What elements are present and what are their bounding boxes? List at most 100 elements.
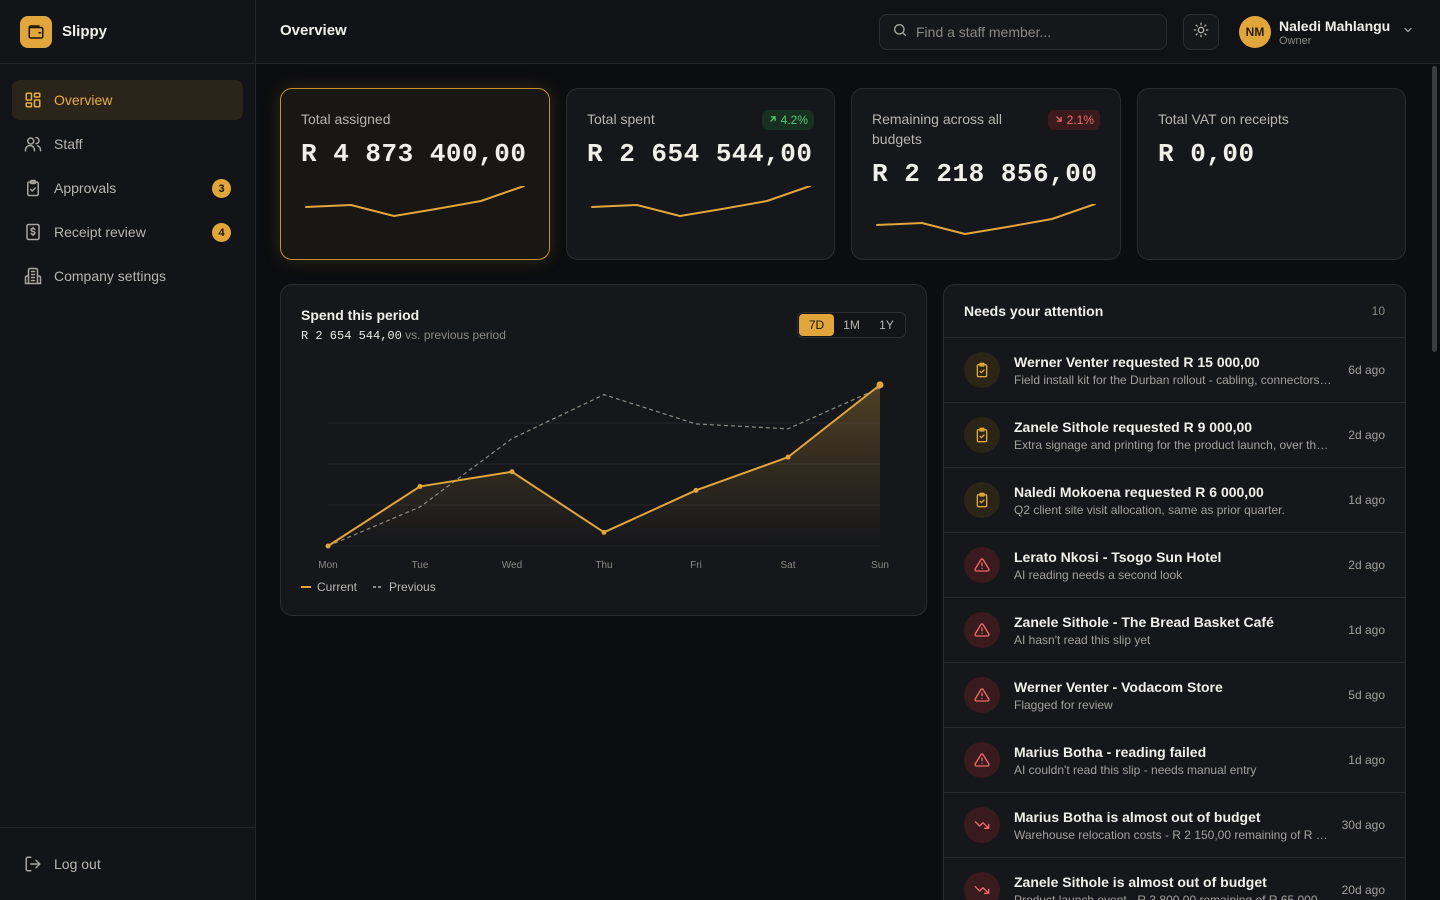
attention-item-time: 2d ago [1348,558,1385,572]
clipboard-check-icon [964,482,1000,518]
attention-item-title: Werner Venter requested R 15 000,00 [1014,353,1260,370]
theme-toggle-button[interactable] [1183,14,1219,50]
sparkline [876,204,1096,235]
sparkline [591,186,811,217]
page-title: Overview [280,22,347,39]
stat-value: R 0,00 [1158,139,1255,169]
sidebar: Slippy Overview Staff Approvals 3 Re [0,0,256,900]
stat-value: R 4 873 400,00 [301,139,527,169]
search-input[interactable] [916,24,1156,40]
wallet-icon [20,15,52,48]
stat-card-total-spent[interactable]: Total spent 4.2% R 2 654 544,00 [566,88,835,260]
sidebar-item-overview[interactable]: Overview [12,80,243,120]
alert-triangle-icon [964,612,1000,648]
trending-down-icon [964,872,1000,900]
app-name: Slippy [62,23,108,40]
logout-label: Log out [54,856,101,872]
legend-current: Current [301,580,357,594]
sidebar-item-label: Company settings [54,268,167,284]
x-tick-label: Thu [595,560,612,571]
stat-card-total-assigned[interactable]: Total assigned R 4 873 400,00 [280,88,550,260]
stat-value: R 2 654 544,00 [587,139,813,169]
data-point-tue [417,483,423,489]
stat-card-total-vat[interactable]: Total VAT on receipts R 0,00 [1137,88,1406,260]
current-series-area [328,384,880,546]
avatar: NM [1239,16,1271,48]
arrow-up-right-icon [768,113,778,127]
brand[interactable]: Slippy [0,0,255,64]
sidebar-item-approvals[interactable]: Approvals 3 [12,168,243,208]
logout-button[interactable]: Log out [12,844,244,884]
sidebar-item-receipt-review[interactable]: Receipt review 4 [12,212,243,252]
attention-panel: Needs your attention 10 Werner Venter re… [943,284,1406,900]
stat-label: Total assigned [301,111,391,127]
attention-item-title: Zanele Sithole is almost out of budget [1014,873,1267,890]
approvals-count-badge: 3 [212,179,231,198]
attention-item[interactable]: Zanele Sithole requested R 9 000,00 Extra… [944,403,1405,468]
attention-item-body: Marius Botha - reading failed AI couldn't… [1014,744,1332,777]
stat-label: Remaining across all budgets [872,111,1002,147]
sidebar-item-label: Approvals [54,180,117,196]
sidebar-item-label: Staff [54,136,83,152]
receipt-icon [24,223,42,241]
stat-card-remaining[interactable]: Remaining across all budgets 2.1% R 2 21… [851,88,1121,260]
data-point-thu [601,529,607,535]
clipboard-check-icon [964,352,1000,388]
attention-item-subtitle: Field install kit for the Durban rollout… [1014,372,1332,387]
legend-dashed-swatch [373,586,384,588]
page-scrollbar[interactable] [1432,66,1437,352]
logout-icon [24,855,42,873]
logout-section: Log out [0,827,256,900]
attention-item-body: Zanele Sithole requested R 9 000,00 Extra… [1014,419,1332,452]
attention-item[interactable]: Werner Venter - Vodacom Store Flagged for… [944,663,1405,728]
attention-item-body: Lerato Nkosi - Tsogo Sun Hotel AI reading… [1014,549,1332,582]
attention-item[interactable]: Marius Botha - reading failed AI couldn't… [944,728,1405,793]
range-tab-1m[interactable]: 1M [843,318,860,332]
x-tick-label: Sun [871,560,889,571]
period-compare: vs. previous period [405,328,506,342]
attention-item[interactable]: Zanele Sithole is almost out of budget Pr… [944,858,1405,900]
legend-previous: Previous [373,580,436,594]
attention-item-subtitle: AI couldn't read this slip - needs manua… [1014,762,1257,777]
attention-item-title: Werner Venter - Vodacom Store [1014,678,1223,695]
sidebar-item-label: Overview [54,92,113,108]
attention-item-body: Naledi Mokoena requested R 6 000,00 Q2 cl… [1014,484,1332,517]
staff-search[interactable] [879,14,1167,50]
sidebar-item-label: Receipt review [54,224,146,240]
attention-item[interactable]: Werner Venter requested R 15 000,00 Field… [944,338,1405,403]
sidebar-item-company-settings[interactable]: Company settings [12,256,243,296]
data-point-wed [509,469,515,475]
range-tab-1y[interactable]: 1Y [879,318,894,332]
attention-item-subtitle: Flagged for review [1014,697,1113,712]
x-tick-label: Sat [780,560,795,571]
spend-chart-panel: Mon Tue Wed Thu Fri Sat Sun Spend this period … [280,284,927,616]
attention-item-title: Naledi Mokoena requested R 6 000,00 [1014,483,1264,500]
attention-item[interactable]: Naledi Mokoena requested R 6 000,00 Q2 cl… [944,468,1405,533]
attention-item-body: Zanele Sithole is almost out of budget Pr… [1014,874,1332,900]
alert-triangle-icon [964,677,1000,713]
attention-item-time: 1d ago [1348,623,1385,637]
attention-item[interactable]: Lerato Nkosi - Tsogo Sun Hotel AI reading… [944,533,1405,598]
attention-item[interactable]: Zanele Sithole - The Bread Basket Café AI… [944,598,1405,663]
attention-item-subtitle: Q2 client site visit allocation, same as… [1014,502,1285,517]
x-axis-labels: Mon Tue Wed Thu Fri Sat Sun [318,560,889,571]
trend-down-badge: 2.1% [1047,110,1100,130]
user-info: Naledi Mahlangu Owner [1279,18,1390,47]
range-tab-7d[interactable]: 7D [799,314,834,336]
attention-count: 10 [1371,304,1385,318]
sparkline-chart [591,186,811,217]
grid-icon [24,91,42,109]
range-selector: 7D 1M 1Y [797,312,906,338]
trend-value: 4.2% [780,113,808,127]
alert-triangle-icon [964,742,1000,778]
trend-up-badge: 4.2% [761,110,814,130]
attention-item-time: 2d ago [1348,428,1385,442]
trending-down-icon [964,807,1000,843]
stat-value: R 2 218 856,00 [872,159,1098,189]
alert-triangle-icon [964,547,1000,583]
attention-item-body: Marius Botha is almost out of budget Ware… [1014,809,1332,842]
user-menu[interactable]: NM Naledi Mahlangu Owner [1239,14,1414,50]
attention-item[interactable]: Marius Botha is almost out of budget Ware… [944,793,1405,858]
sparkline-chart [305,186,525,217]
sidebar-item-staff[interactable]: Staff [12,124,243,164]
